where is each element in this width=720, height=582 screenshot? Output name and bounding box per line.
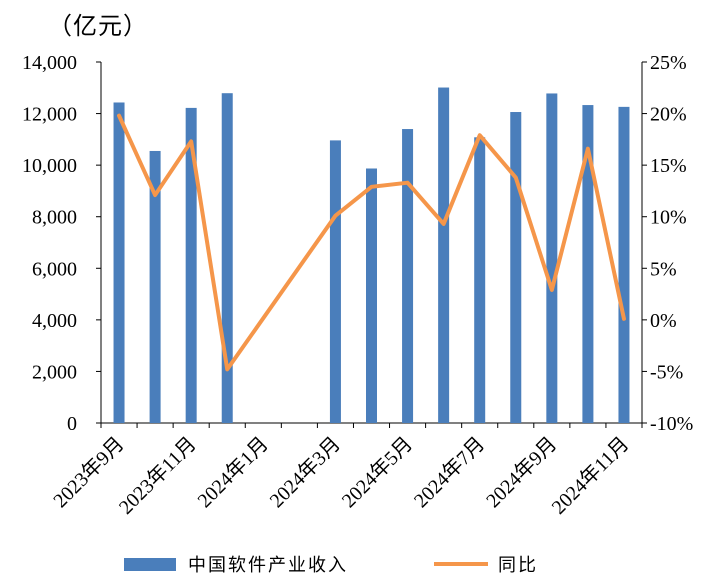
- line-series-group: [117, 113, 626, 372]
- bar: [618, 106, 630, 424]
- legend: 中国软件产业收入 同比: [124, 555, 538, 576]
- left-tick-label: 4,000: [32, 310, 77, 332]
- right-tick-label: 20%: [650, 104, 687, 126]
- x-axis-ticks: 2023年9月2023年11月2024年1月2024年3月2024年5月2024…: [49, 423, 643, 519]
- line-series: [117, 113, 626, 372]
- right-tick-label: 5%: [650, 258, 677, 280]
- y-axis-unit-label: （亿元）: [48, 12, 148, 40]
- right-tick-label: 15%: [650, 155, 687, 177]
- bar: [438, 87, 450, 423]
- bar: [402, 129, 414, 424]
- right-tick-label: -10%: [650, 413, 693, 435]
- bar-series-group: [113, 87, 630, 424]
- x-tick-label: 2024年11月: [547, 432, 633, 518]
- bar: [113, 102, 125, 423]
- bar: [546, 93, 558, 424]
- bar: [474, 137, 486, 423]
- right-axis-ticks: -10% -5% 0% 5% 10% 15% 20% 25%: [642, 52, 693, 435]
- left-axis-ticks: 0 2,000 4,000 6,000 8,000 10,000 12,000 14,000: [22, 52, 101, 435]
- left-tick-label: 0: [67, 413, 77, 435]
- left-tick-label: 14,000: [22, 52, 77, 74]
- x-tick-label: 2023年11月: [114, 432, 200, 518]
- legend-bar-swatch: [124, 558, 176, 571]
- legend-bar-label: 中国软件产业收入: [188, 555, 348, 576]
- x-tick-label: 2024年5月: [337, 432, 417, 512]
- x-tick-label: 2024年1月: [193, 432, 273, 512]
- bar: [221, 93, 233, 423]
- left-tick-label: 10,000: [22, 155, 77, 177]
- x-tick-label: 2024年3月: [265, 432, 345, 512]
- left-tick-label: 12,000: [22, 104, 77, 126]
- bar: [510, 112, 522, 423]
- left-tick-label: 8,000: [32, 207, 77, 229]
- left-tick-label: 2,000: [32, 361, 77, 383]
- bar: [185, 107, 197, 424]
- legend-line-label: 同比: [498, 555, 538, 576]
- bar: [329, 140, 341, 424]
- bar: [149, 150, 161, 424]
- right-tick-label: 25%: [650, 52, 687, 74]
- bar: [366, 168, 377, 423]
- right-tick-label: -5%: [650, 361, 683, 383]
- right-tick-label: 10%: [650, 207, 687, 229]
- left-tick-label: 6,000: [32, 258, 77, 280]
- x-tick-label: 2024年7月: [409, 432, 489, 512]
- bar: [582, 105, 594, 424]
- right-tick-label: 0%: [650, 310, 677, 332]
